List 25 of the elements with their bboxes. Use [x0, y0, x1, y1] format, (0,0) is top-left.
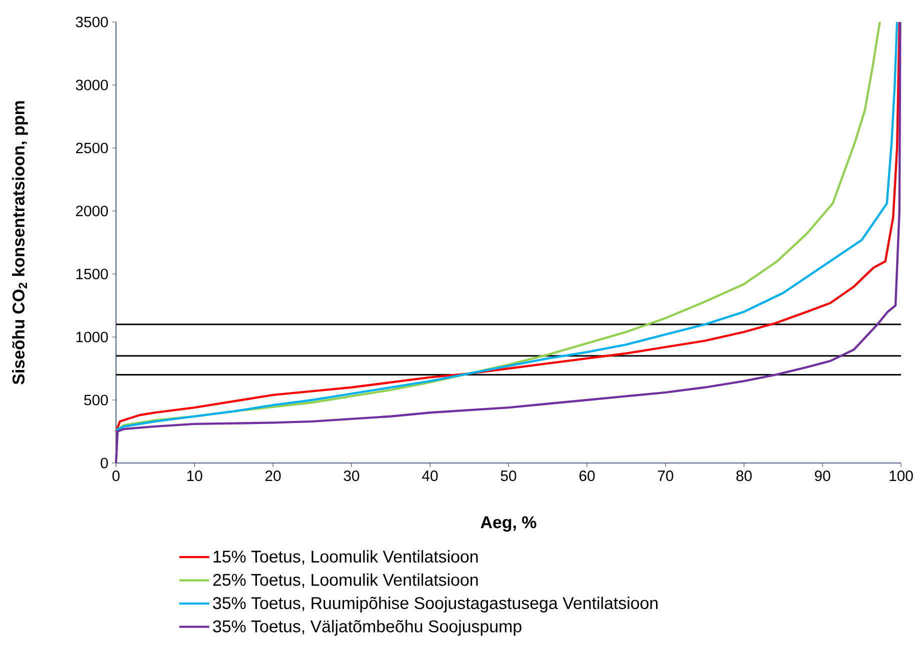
y-tick-label: 2000 [76, 206, 108, 216]
y-tick-label: 500 [84, 394, 108, 406]
y-tick-label: 0 [100, 458, 108, 468]
y-tick-label: 1000 [76, 332, 108, 342]
x-tick-label: 10 [187, 470, 202, 482]
y-axis-title: Siseõhu CO$_{2}$ konsentratsioon, ppm [12, 101, 28, 384]
x-tick-label: 80 [736, 470, 752, 482]
x-tick-label: 90 [814, 470, 830, 482]
x-tick-label: 30 [344, 470, 360, 482]
legend-label: 25% Toetus, Loomulik Ventilatsioon [213, 573, 478, 588]
x-tick-label: 50 [500, 470, 516, 482]
x-tick-label: 60 [579, 470, 595, 482]
x-axis-title: Aeg, % [480, 516, 536, 532]
legend-label: 35% Toetus, Väljatõmbeõhu Soojuspump [213, 620, 522, 636]
x-tick-label: 100 [890, 470, 913, 482]
x-tick-label: 70 [658, 470, 674, 482]
y-tick-label: 2500 [76, 142, 108, 154]
legend-label: 15% Toetus, Loomulik Ventilatsioon [214, 550, 478, 565]
y-tick-label: 1500 [76, 268, 108, 280]
x-tick-label: 0 [112, 470, 120, 482]
legend-label: 35% Toetus, Ruumipõhise Soojustagastusega Ventilatsioon [213, 596, 658, 612]
x-tick-label: 40 [422, 470, 438, 482]
y-tick-label: 3500 [76, 16, 108, 28]
y-tick-label: 3000 [76, 80, 108, 90]
x-tick-label: 20 [265, 470, 281, 482]
